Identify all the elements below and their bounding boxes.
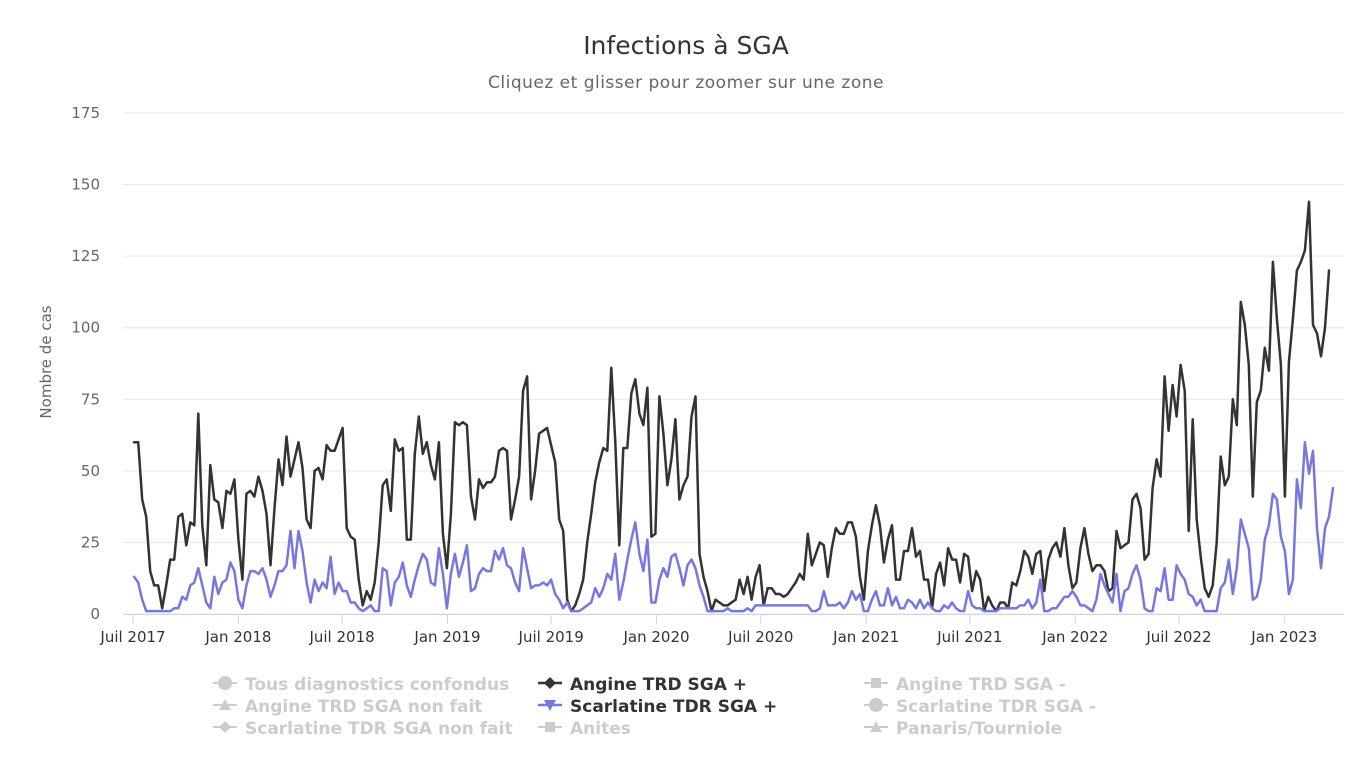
x-tick-label: Juil 2020 [727, 628, 793, 646]
x-tick-label: Jan 2022 [1041, 628, 1108, 646]
legend-label[interactable]: Scarlatine TDR SGA non fait [245, 719, 513, 739]
x-tick-label: Jan 2021 [832, 628, 899, 646]
legend-label[interactable]: Tous diagnostics confondus [245, 675, 509, 695]
x-tick-label: Juil 2019 [518, 628, 584, 646]
legend-symbol-triangle-icon [219, 699, 231, 710]
legend-symbol-triangle-icon [870, 721, 882, 732]
legend-item[interactable]: Panaris/Tourniole [864, 719, 1062, 739]
x-tick-label: Jan 2019 [413, 628, 480, 646]
y-tick-label: 0 [90, 605, 100, 623]
chart-subtitle: Cliquez et glisser pour zoomer sur une z… [488, 73, 884, 93]
y-tick-label: 150 [71, 176, 100, 194]
legend-item[interactable]: Scarlatine TDR SGA - [864, 697, 1096, 717]
y-axis-ticks: 0 25 50 75 100 125 150 175 [71, 104, 100, 623]
x-tick-label: Juil 2017 [99, 628, 165, 646]
legend-label[interactable]: Anites [570, 719, 631, 739]
y-tick-label: 25 [81, 533, 100, 551]
x-tick-label: Juil 2018 [308, 628, 374, 646]
legend-label[interactable]: Angine TRD SGA + [570, 675, 747, 695]
legend-item[interactable]: Angine TRD SGA non fait [213, 697, 482, 717]
legend-item[interactable]: Tous diagnostics confondus [213, 675, 509, 695]
legend-label[interactable]: Scarlatine TDR SGA - [896, 697, 1096, 717]
legend-item[interactable]: Scarlatine TDR SGA + [538, 697, 777, 717]
y-tick-label: 50 [81, 462, 100, 480]
chart-title: Infections à SGA [583, 31, 789, 60]
legend-item[interactable]: Anites [538, 719, 631, 739]
legend-symbol-circle-icon [869, 698, 883, 712]
legend-item[interactable]: Angine TRD SGA + [538, 675, 747, 695]
x-tick-label: Jan 2018 [204, 628, 271, 646]
y-tick-label: 175 [71, 104, 100, 122]
series-line-0[interactable] [132, 200, 1331, 613]
legend[interactable]: Tous diagnostics confondus Angine TRD SGA… [213, 675, 1096, 739]
y-tick-label: 100 [71, 319, 100, 337]
grid-lines [123, 112, 1344, 615]
series-line-1[interactable] [132, 440, 1335, 613]
legend-label[interactable]: Panaris/Tourniole [896, 719, 1062, 739]
legend-symbol-square-icon [545, 722, 555, 732]
x-tick-label: Juil 2022 [1145, 628, 1211, 646]
legend-symbol-square-icon [871, 678, 881, 688]
y-axis-label: Nombre de cas [37, 305, 55, 418]
x-tick-label: Jan 2020 [622, 628, 689, 646]
legend-item[interactable]: Scarlatine TDR SGA non fait [213, 719, 513, 739]
series-lines[interactable] [132, 200, 1335, 613]
legend-symbol-diamond-icon [544, 677, 556, 689]
legend-label[interactable]: Angine TRD SGA - [896, 675, 1066, 695]
x-tick-label: Jan 2023 [1250, 628, 1317, 646]
x-axis: Juil 2017 Jan 2018 Juil 2018 Jan 2019 Juil 2… [99, 614, 1344, 646]
legend-item[interactable]: Angine TRD SGA - [864, 675, 1066, 695]
x-tick-label: Juil 2021 [936, 628, 1002, 646]
y-tick-label: 75 [81, 390, 100, 408]
legend-label[interactable]: Scarlatine TDR SGA + [570, 697, 777, 717]
legend-symbol-triangle-down-icon [544, 700, 556, 711]
legend-symbol-circle-icon [218, 676, 232, 690]
y-tick-label: 125 [71, 247, 100, 265]
legend-symbol-diamond-icon [219, 721, 231, 733]
legend-label[interactable]: Angine TRD SGA non fait [245, 697, 482, 717]
